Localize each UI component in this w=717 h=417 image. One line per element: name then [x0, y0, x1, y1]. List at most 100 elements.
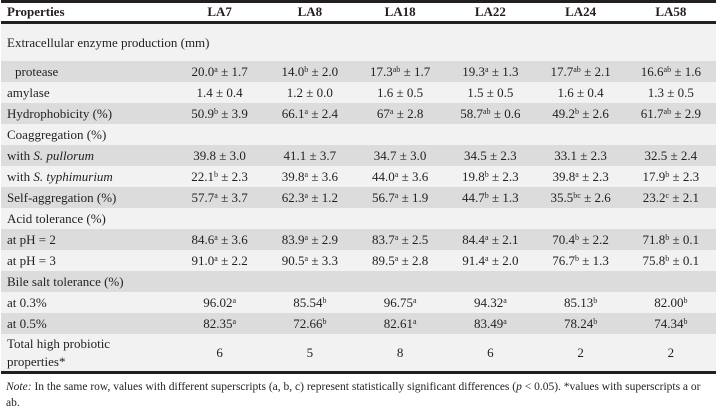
value-cell-la58: 2 — [626, 334, 716, 373]
mean-value: 49.2 — [552, 105, 576, 121]
mean-value: 67 — [376, 105, 390, 121]
row-label: Extracellular enzyme production (mm) — [7, 34, 210, 50]
std-dev: ± 2.3 — [490, 147, 517, 163]
significance-superscript: a — [503, 295, 507, 305]
value-cell-la58: 75.8b ± 0.1 — [626, 250, 716, 271]
mean-value: 1.5 — [467, 84, 484, 100]
significance-superscript: b — [484, 169, 489, 179]
value-cell-la18: 67a ± 2.8 — [355, 103, 445, 124]
value-cell-la24: 76.7b ± 1.3 — [535, 250, 625, 271]
column-header-properties: Properties — [7, 4, 65, 19]
significance-superscript: a — [232, 295, 237, 305]
std-dev: ± 1.3 — [582, 252, 609, 268]
mean-value: 8 — [396, 344, 404, 360]
significance-superscript: b — [593, 316, 598, 326]
mean-value: 19.3 — [462, 63, 485, 79]
std-dev: ± 2.2 — [221, 252, 248, 268]
value-cell-la22: 84.4a ± 2.1 — [445, 229, 535, 250]
significance-superscript: a — [304, 232, 309, 242]
column-header-la18: LA18 — [384, 4, 416, 19]
std-dev: ± 1.3 — [492, 189, 519, 205]
mean-value: 19.8 — [462, 168, 485, 184]
significance-superscript: ab — [573, 64, 581, 74]
std-dev: ± 2.6 — [584, 189, 611, 205]
significance-superscript: b — [322, 316, 327, 326]
mean-value: 2 — [667, 344, 675, 360]
std-dev: ± 2.0 — [311, 63, 339, 79]
significance-superscript: b — [304, 64, 309, 74]
std-dev: ± 2.6 — [582, 105, 609, 121]
std-dev: ± 3.0 — [219, 147, 246, 163]
mean-value: 1.6 — [557, 84, 574, 100]
mean-value: 84.6 — [191, 231, 215, 247]
mean-value: 17.3 — [370, 63, 393, 79]
value-cell-la8: 66.1a ± 2.4 — [265, 103, 355, 124]
mean-value: 96.02 — [203, 294, 233, 310]
table-row: at pH = 3 91.0a ± 2.2 90.5a ± 3.3 89.5a ± 2… — [1, 250, 716, 271]
mean-value: 14.0 — [281, 63, 305, 79]
row-label: amylase — [7, 84, 50, 100]
mean-value: 82.35 — [203, 315, 233, 331]
significance-superscript: a — [503, 316, 507, 326]
std-dev: ± 2.1 — [584, 63, 611, 79]
value-cell-la22: 19.3a ± 1.3 — [445, 61, 535, 82]
mean-value: 1.6 — [377, 84, 394, 100]
significance-superscript: b — [484, 190, 489, 200]
std-dev: ± 2.4 — [670, 147, 698, 163]
mean-value: 72.66 — [293, 315, 323, 331]
mean-value: 39.8 — [552, 168, 576, 184]
row-label: Hydrophobicity (%) — [7, 105, 113, 121]
value-cell-la8: 83.9a ± 2.9 — [265, 229, 355, 250]
std-dev: ± 3.7 — [309, 147, 337, 163]
mean-value: 82.61 — [383, 315, 413, 331]
section-row: Bile salt tolerance (%) — [1, 271, 716, 292]
std-dev: ± 3.6 — [311, 168, 338, 184]
mean-value: 74.34 — [654, 315, 684, 331]
mean-value: 76.7 — [552, 252, 576, 268]
significance-superscript: b — [683, 316, 688, 326]
table-note: Note: In the same row, values with diffe… — [0, 374, 717, 411]
mean-value: 89.5 — [372, 252, 395, 268]
std-dev: ± 2.3 — [672, 168, 700, 184]
mean-value: 85.13 — [563, 294, 594, 310]
significance-superscript: a — [214, 253, 218, 263]
mean-value: 2 — [577, 344, 584, 360]
value-cell-la18: 17.3ab ± 1.7 — [355, 61, 445, 82]
value-cell-la24: 1.6 ± 0.4 — [535, 82, 625, 103]
table-row: Total high probiotic properties* 6 5 8 6 2 2 — [1, 334, 716, 373]
mean-value: 20.0 — [191, 63, 215, 79]
row-label: at pH = 3 — [7, 252, 56, 268]
significance-superscript: b — [214, 106, 219, 116]
value-cell-la22: 44.7b ± 1.3 — [445, 187, 535, 208]
mean-value: 57.7 — [191, 189, 215, 205]
std-dev: ± 2.1 — [672, 189, 699, 205]
table-row: at 0.3% 96.02a 85.54b 96.75a 94.32a 85.13b 82.… — [1, 292, 716, 313]
column-header-la58: LA58 — [655, 4, 687, 19]
significance-superscript: a — [412, 316, 417, 326]
value-cell-la58: 82.00b — [626, 292, 716, 313]
mean-value: 83.7 — [372, 231, 395, 247]
value-cell-la8: 85.54b — [265, 292, 355, 313]
std-dev: ± 2.9 — [311, 231, 338, 247]
label-prefix: with — [7, 168, 34, 184]
std-dev: ± 2.3 — [492, 168, 519, 184]
value-cell-la58: 74.34b — [626, 313, 716, 334]
section-row: Acid tolerance (%) — [1, 208, 716, 229]
mean-value: 90.5 — [281, 252, 305, 268]
value-cell-la8: 62.3a ± 1.2 — [265, 187, 355, 208]
value-cell-la24: 35.5bc ± 2.6 — [535, 187, 625, 208]
value-cell-la58: 71.8b ± 0.1 — [626, 229, 716, 250]
significance-superscript: b — [575, 232, 580, 242]
mean-value: 71.8 — [642, 231, 666, 247]
section-row: Coaggregation (%) — [1, 124, 716, 145]
value-cell-la22: 91.4a ± 2.0 — [445, 250, 535, 271]
species-name: S. pullorum — [33, 147, 95, 163]
value-cell-la7: 22.1b ± 2.3 — [174, 166, 264, 187]
value-cell-la22: 6 — [445, 334, 535, 373]
std-dev: ± 0.4 — [577, 84, 604, 100]
std-dev: ± 2.4 — [311, 105, 338, 121]
mean-value: 50.9 — [191, 105, 215, 121]
row-label: Self-aggregation (%) — [7, 189, 117, 205]
significance-superscript: b — [593, 295, 598, 305]
std-dev: ± 2.5 — [401, 231, 429, 247]
